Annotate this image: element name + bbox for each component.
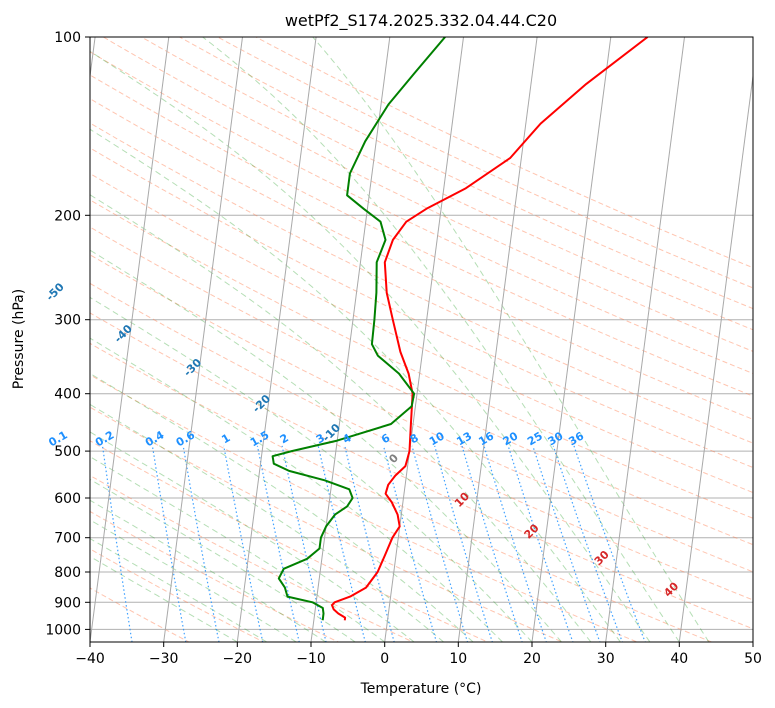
x-tick-label: 0 xyxy=(380,651,389,667)
plot-frame xyxy=(89,36,754,643)
skewed-isotherm xyxy=(384,37,464,642)
moist-adiabat xyxy=(90,537,268,642)
dewpoint-line xyxy=(271,37,446,621)
dry-adiabat xyxy=(90,282,753,601)
x-tick-label: 50 xyxy=(744,651,762,667)
dry-adiabat xyxy=(90,98,753,420)
moist-adiabat xyxy=(312,37,710,642)
dry-adiabat xyxy=(90,51,753,375)
mixing-ratio-line xyxy=(382,445,438,642)
mixing-ratio-line xyxy=(507,445,574,642)
dry-adiabat xyxy=(90,254,753,573)
skewed-isotherm xyxy=(531,37,612,642)
series-layer xyxy=(271,37,649,621)
x-tick-label: −40 xyxy=(75,651,105,667)
y-tick-label: 700 xyxy=(54,531,81,547)
moist-adiabats xyxy=(90,37,710,642)
skewed-isotherm xyxy=(457,37,538,642)
dry-adiabat xyxy=(90,199,753,519)
x-tick-label: 10 xyxy=(449,651,467,667)
chart-title: wetPf2_S174.2025.332.04.44.C20 xyxy=(285,11,557,31)
moist-adiabat xyxy=(90,128,621,642)
y-tick-label: 1000 xyxy=(45,622,81,638)
y-tick-label: 600 xyxy=(54,491,81,507)
y-tick-label: 800 xyxy=(54,565,81,581)
mixing-ratio-line xyxy=(151,445,187,642)
dry-adiabats xyxy=(90,37,753,642)
y-tick-label: 300 xyxy=(54,313,81,329)
plot-content xyxy=(90,37,753,642)
dry-adiabat xyxy=(90,342,714,642)
moist-adiabat xyxy=(90,478,356,642)
mixing-ratio-line xyxy=(532,445,601,642)
skewed-isotherm xyxy=(236,37,317,642)
y-axis-title: Pressure (hPa) xyxy=(11,289,27,389)
skewed-isotherm xyxy=(90,37,170,642)
moist-adiabat xyxy=(90,337,503,642)
mixing-ratio-line xyxy=(101,445,133,642)
grid-layer xyxy=(90,37,753,630)
skewed-isotherm xyxy=(605,37,685,642)
mixing-ratio-line xyxy=(256,445,300,642)
x-tick-label: 30 xyxy=(597,651,615,667)
skewed-isotherms xyxy=(90,37,753,642)
mixing-ratio-line xyxy=(411,445,469,642)
axes-layer: −40 −30 −20 −10 0 10 20 30 40 50 1000 900 800 700 600 5… xyxy=(45,30,762,667)
dry-adiabat xyxy=(90,122,753,444)
y-tick-label: 900 xyxy=(54,595,81,611)
x-tick-label: 40 xyxy=(670,651,688,667)
mixing-ratio-line xyxy=(552,445,623,642)
moist-adiabat xyxy=(90,519,297,642)
moist-adiabat xyxy=(90,50,651,642)
x-tick-label: 20 xyxy=(523,651,541,667)
moist-adiabat xyxy=(90,403,444,642)
dry-adiabat xyxy=(90,312,753,630)
mixing-ratio-line xyxy=(461,445,523,642)
moist-adiabat xyxy=(90,194,592,642)
mixing-ratio-line xyxy=(573,445,646,642)
x-tick-label: −20 xyxy=(223,651,253,667)
dry-adiabat xyxy=(90,74,753,397)
dry-adiabat xyxy=(90,226,753,546)
plot-area xyxy=(90,37,753,642)
mixing-ratio-line xyxy=(434,445,493,642)
moist-adiabat xyxy=(90,249,562,642)
moist-adiabat xyxy=(90,296,533,642)
x-tick-label: −10 xyxy=(296,651,326,667)
x-axis-title: Temperature (°C) xyxy=(360,681,482,697)
moist-adiabat xyxy=(90,372,474,642)
mixing-ratio-line xyxy=(483,445,547,642)
y-tick-label: 500 xyxy=(54,444,81,460)
mixing-ratio-line xyxy=(223,445,264,642)
skewed-isotherm xyxy=(163,37,243,642)
y-tick-label: 400 xyxy=(54,387,81,403)
skewed-isotherm xyxy=(310,37,391,642)
mixing-ratio-lines xyxy=(101,445,646,642)
dry-adiabat xyxy=(90,147,753,469)
y-tick-label: 200 xyxy=(54,208,81,224)
moist-adiabat xyxy=(201,37,680,642)
mixing-ratio-line xyxy=(182,445,220,642)
dry-adiabat xyxy=(102,37,753,352)
temperature-line xyxy=(331,37,649,621)
skewed-isotherm xyxy=(678,72,753,642)
y-tick-label: 100 xyxy=(54,30,81,46)
x-tick-label: −30 xyxy=(149,651,179,667)
